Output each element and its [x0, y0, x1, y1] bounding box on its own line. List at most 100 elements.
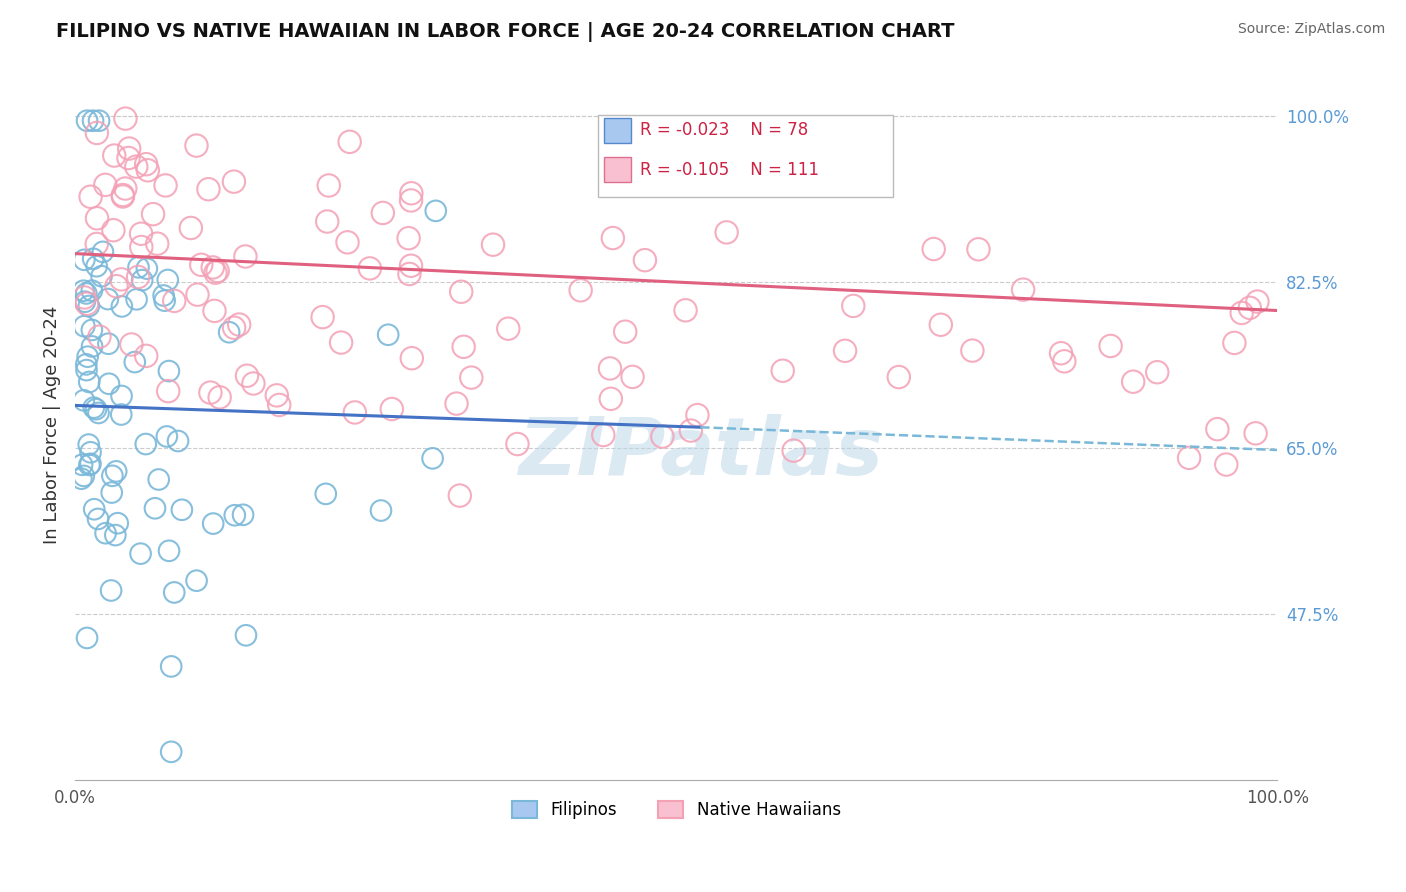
Point [422, 451, 444, 466]
Point [425, 203, 447, 218]
Point [922, 242, 945, 256]
Point [315, 487, 337, 501]
Point [887, 370, 910, 384]
Point [772, 364, 794, 378]
Point [77, 437, 100, 451]
Text: FILIPINO VS NATIVE HAWAIIAN IN LABOR FORCE | AGE 20-24 CORRELATION CHART: FILIPINO VS NATIVE HAWAIIAN IN LABOR FOR… [56, 22, 955, 42]
Text: R = -0.023    N = 78: R = -0.023 N = 78 [640, 121, 808, 139]
Point [103, 148, 125, 162]
Point [318, 178, 340, 193]
Point [446, 396, 468, 410]
Point [399, 259, 422, 273]
Point [398, 267, 420, 281]
Point [84, 402, 107, 417]
Point [1122, 375, 1144, 389]
Point [1206, 422, 1229, 436]
Point [72, 284, 94, 298]
Point [157, 364, 180, 378]
Point [135, 437, 157, 451]
Point [86, 126, 108, 140]
Y-axis label: In Labor Force | Age 20-24: In Labor Force | Age 20-24 [44, 305, 60, 543]
Point [79, 445, 101, 459]
Point [131, 273, 153, 287]
Point [105, 279, 128, 293]
Point [100, 583, 122, 598]
Point [1050, 346, 1073, 360]
Point [1053, 354, 1076, 368]
Point [101, 468, 124, 483]
Point [80, 284, 103, 298]
Point [129, 227, 152, 241]
Point [269, 398, 291, 412]
Point [401, 186, 423, 201]
Point [569, 283, 592, 297]
Point [180, 221, 202, 235]
Point [82, 113, 104, 128]
Point [167, 434, 190, 448]
Point [163, 293, 186, 308]
Point [156, 273, 179, 287]
Point [129, 547, 152, 561]
Point [87, 512, 110, 526]
Point [599, 361, 621, 376]
Point [228, 318, 250, 332]
Point [190, 258, 212, 272]
Point [716, 226, 738, 240]
Point [86, 237, 108, 252]
Point [156, 429, 179, 443]
Legend: Filipinos, Native Hawaiians: Filipinos, Native Hawaiians [505, 794, 848, 825]
Point [129, 240, 152, 254]
Point [599, 392, 621, 406]
Point [224, 320, 246, 334]
Point [506, 437, 529, 451]
Text: Source: ZipAtlas.com: Source: ZipAtlas.com [1237, 22, 1385, 37]
Point [157, 543, 180, 558]
Point [1246, 294, 1268, 309]
Point [111, 188, 134, 202]
Point [614, 325, 637, 339]
Point [77, 299, 100, 313]
Point [125, 160, 148, 174]
Text: ZIPatlas: ZIPatlas [517, 414, 883, 491]
Point [1215, 458, 1237, 472]
Point [592, 428, 614, 442]
Point [107, 516, 129, 531]
Point [398, 231, 420, 245]
Point [236, 368, 259, 383]
Point [76, 113, 98, 128]
Point [157, 384, 180, 398]
Point [86, 259, 108, 273]
Point [651, 429, 673, 443]
Point [163, 585, 186, 599]
Point [1146, 365, 1168, 379]
Point [146, 236, 169, 251]
Point [135, 261, 157, 276]
Point [124, 355, 146, 369]
Point [83, 401, 105, 415]
Point [359, 261, 381, 276]
Bar [605, 119, 630, 144]
Point [73, 469, 96, 483]
Point [114, 112, 136, 126]
Point [449, 489, 471, 503]
Point [94, 526, 117, 541]
Point [114, 181, 136, 195]
Point [111, 300, 134, 314]
Point [77, 375, 100, 389]
Point [232, 508, 254, 522]
Point [160, 745, 183, 759]
Point [79, 458, 101, 472]
Point [371, 206, 394, 220]
Point [136, 163, 159, 178]
Point [110, 408, 132, 422]
Point [460, 370, 482, 384]
Point [242, 376, 264, 391]
Point [336, 235, 359, 250]
Point [208, 390, 231, 404]
Point [204, 266, 226, 280]
Point [97, 376, 120, 391]
Point [76, 363, 98, 377]
Point [73, 252, 96, 267]
Point [186, 138, 208, 153]
Point [1230, 306, 1253, 320]
